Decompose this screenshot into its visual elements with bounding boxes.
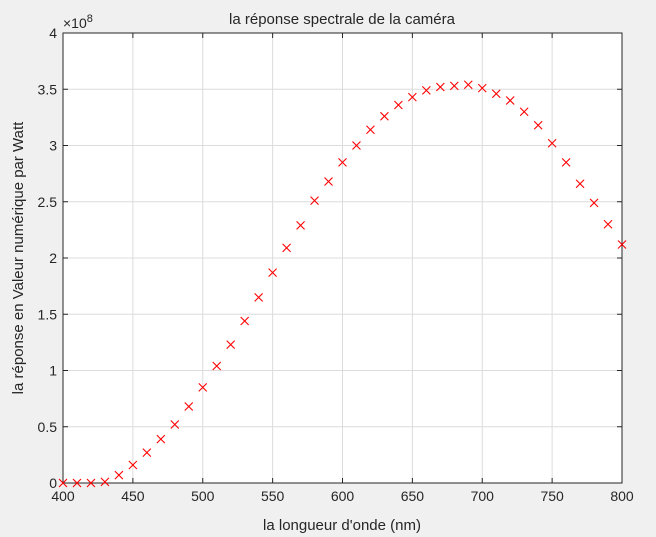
data-point <box>86 478 96 488</box>
y-tick-label: 2.5 <box>38 194 58 210</box>
x-tick-label: 650 <box>401 488 425 504</box>
data-point <box>58 478 68 488</box>
y-tick-label: 1.5 <box>38 306 58 322</box>
data-point <box>212 361 222 371</box>
data-point <box>268 268 278 278</box>
data-point <box>156 434 166 444</box>
data-point <box>254 292 264 302</box>
data-point <box>463 80 473 90</box>
y-axis-label: la réponse en Valeur numérique par Watt <box>10 121 27 394</box>
data-point <box>352 141 361 150</box>
data-point <box>240 316 250 326</box>
data-point <box>477 83 487 93</box>
data-point <box>170 420 180 429</box>
data-point <box>561 157 571 167</box>
data-point <box>72 478 82 488</box>
x-tick-label: 600 <box>331 488 355 504</box>
data-point <box>491 89 501 99</box>
data-point <box>128 460 138 470</box>
data-point <box>421 85 431 95</box>
y-exponent-label: ×108 <box>63 13 93 31</box>
x-tick-label: 800 <box>610 488 634 504</box>
x-tick-label: 500 <box>191 488 215 504</box>
x-tick-label: 700 <box>471 488 495 504</box>
data-point <box>394 100 403 110</box>
data-point <box>505 96 515 105</box>
data-point <box>617 240 627 249</box>
y-tick-label: 0 <box>49 475 57 491</box>
data-point <box>603 219 613 229</box>
data-point <box>533 120 543 130</box>
x-tick-label: 450 <box>121 488 145 504</box>
data-point <box>282 243 291 253</box>
x-tick-label: 400 <box>51 488 75 504</box>
data-point <box>589 198 599 208</box>
data-point <box>100 477 110 487</box>
data-point <box>449 81 459 91</box>
data-point <box>407 92 417 102</box>
y-tick-label: 3 <box>49 138 57 154</box>
data-point <box>114 470 124 480</box>
y-exponent-base: ×10 <box>63 15 87 31</box>
y-tick-label: 2 <box>49 250 57 266</box>
data-point <box>324 177 333 186</box>
y-exponent-power: 8 <box>87 13 93 25</box>
y-tick-label: 3.5 <box>38 81 58 97</box>
data-series <box>58 80 627 488</box>
data-point <box>380 111 389 121</box>
x-axis-label: la longueur d'onde (nm) <box>263 517 421 534</box>
data-point <box>142 448 152 458</box>
data-point <box>575 179 585 189</box>
data-point <box>184 402 194 411</box>
ticks: 400 450 500 550 600 650 700 750 800 0 0.5 1 1.5 2 2.5 3… <box>38 25 634 504</box>
y-tick-label: 1 <box>49 363 57 379</box>
data-point <box>338 157 347 167</box>
data-point <box>198 382 208 392</box>
data-point <box>226 340 236 350</box>
x-tick-label: 550 <box>261 488 285 504</box>
data-point <box>519 107 529 117</box>
data-point <box>366 125 375 135</box>
y-tick-label: 4 <box>49 25 57 41</box>
data-point <box>547 138 557 148</box>
chart-title: la réponse spectrale de la caméra <box>229 11 456 28</box>
x-tick-label: 750 <box>540 488 564 504</box>
data-point <box>296 220 305 230</box>
data-point <box>310 196 319 206</box>
data-point <box>435 82 445 92</box>
y-tick-label: 0.5 <box>38 419 58 435</box>
